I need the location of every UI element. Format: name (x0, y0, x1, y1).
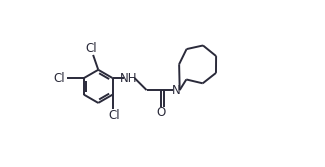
Text: Cl: Cl (85, 42, 97, 55)
Text: Cl: Cl (54, 72, 65, 85)
Text: Cl: Cl (108, 109, 120, 122)
Text: O: O (157, 106, 166, 119)
Text: NH: NH (120, 72, 137, 85)
Text: N: N (172, 84, 181, 97)
